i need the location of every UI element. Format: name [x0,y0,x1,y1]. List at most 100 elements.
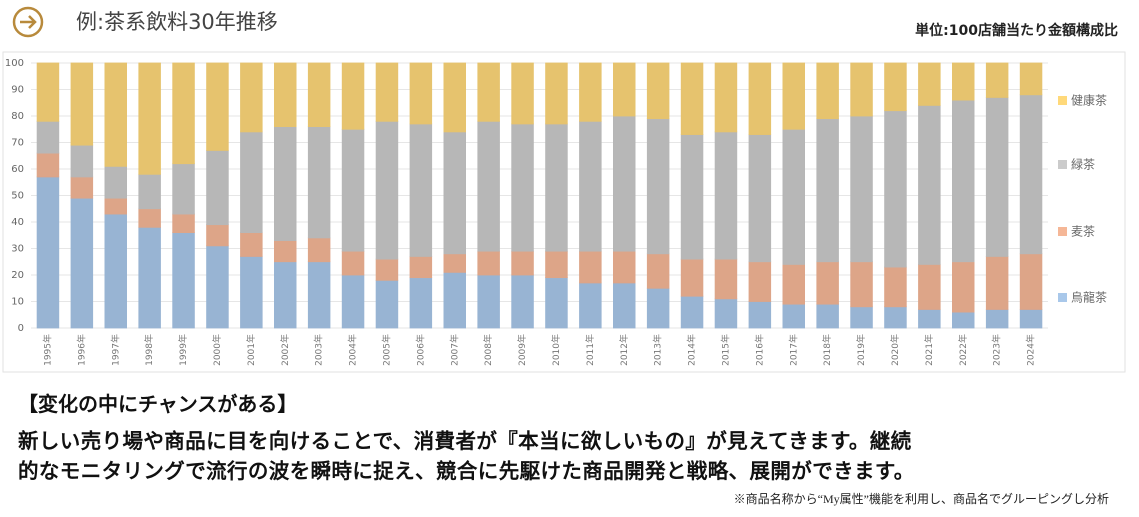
y-tick-label: 0 [18,323,24,334]
bar-segment [782,128,805,265]
x-tick-label: 2004年 [347,334,359,366]
x-tick-label: 2021年 [923,334,935,366]
legend-swatch [1058,227,1067,236]
bar-segment [714,62,738,133]
bar-segment [443,131,466,255]
x-tick-label: 2000年 [211,334,223,366]
bar-segment [579,282,602,329]
bar-segment [36,120,60,154]
legend-label: 健康茶 [1071,93,1107,108]
bar-segment [104,165,127,199]
x-tick-label: 2011年 [584,334,596,366]
bar-segment [816,261,839,305]
y-tick-label: 30 [11,244,24,255]
bar-segment [646,118,670,255]
section-heading: 【変化の中にチャンスがある】 [18,394,298,416]
bar-segment [206,245,229,329]
x-tick-label: 2005年 [380,334,392,366]
y-tick-label: 70 [11,138,24,149]
bar-segment [138,62,161,175]
footnote: ※商品名称から“My属性”機能を利用し、商品名でグルーピングし分析 [733,492,1109,506]
bar-segment [816,303,839,329]
y-tick-label: 60 [11,164,24,175]
bar-segment [511,123,534,252]
bar-segment [104,62,127,167]
bar-segment [918,105,941,265]
legend-swatch [1058,96,1067,105]
bar-segment [307,126,331,239]
bar-segment [748,134,772,263]
bar-segment [952,261,975,313]
bar-segment [545,250,568,279]
bar-segment [307,237,331,263]
x-tick-label: 2015年 [719,334,731,366]
y-tick-label: 10 [11,297,24,308]
body-line: 的なモニタリングで流行の波を瞬時に捉え、競合に先駆けた商品開発と戦略、展開ができ… [18,461,915,483]
bar-segment [985,256,1009,310]
bar-segment [341,274,365,329]
bar-segment [443,62,466,133]
bar-segment [206,62,229,151]
bar-segment [477,250,500,276]
x-tick-label: 1999年 [177,334,189,366]
bar-segment [545,62,568,125]
legend-label: 麦茶 [1071,224,1095,239]
bar-segment [172,163,195,215]
bar-segment [138,173,161,210]
x-tick-label: 2002年 [279,334,291,366]
bar-segment [952,311,975,329]
bar-segment [409,256,433,279]
bar-segment [274,62,297,127]
x-tick-label: 2007年 [448,334,460,366]
x-tick-label: 2009年 [516,334,528,366]
bar-segment [172,213,195,234]
body-line: 新しい売り場や商品に目を向けることで、消費者が『本当に欲しいもの』が見えてきます… [18,431,912,453]
bar-segment [36,152,60,178]
x-tick-label: 2003年 [313,334,325,366]
x-tick-label: 2022年 [957,334,969,366]
bar-segment [680,134,704,260]
bar-segment [1019,253,1043,310]
bar-segment [375,120,399,260]
x-tick-label: 2023年 [991,334,1003,366]
y-tick-label: 20 [11,270,24,281]
bar-segment [240,256,263,329]
chart-title: 例:茶系飲料30年推移 [76,10,278,34]
bar-segment [240,62,263,133]
bar-segment [748,261,772,302]
bar-segment [240,232,263,257]
bar-segment [240,131,263,233]
bar-segment [952,99,975,263]
bar-segment [104,197,127,215]
bar-segment [613,62,636,117]
bar-segment [884,306,907,329]
x-tick-label: 1995年 [41,334,53,366]
bar-segment [579,250,602,284]
bar-segment [985,97,1009,257]
icon-arrow [20,15,37,29]
bar-segment [443,253,466,273]
bar-segment [206,150,229,226]
bar-segment [274,261,297,329]
bar-segment [477,120,500,252]
bar-segment [748,62,772,135]
bar-segment [138,226,161,329]
bar-segment [1019,94,1043,255]
y-tick-label: 90 [11,85,24,96]
x-tick-label: 2014年 [686,334,698,366]
chart-frame [2,51,1126,373]
bar-segment [985,62,1009,98]
icon [12,6,44,38]
x-tick-label: 2017年 [787,334,799,366]
bar-segment [884,110,907,268]
bar-segment [918,62,941,106]
bar-segment [443,271,466,329]
bar-segment [850,306,873,329]
y-tick-label: 100 [5,58,24,69]
bar-segment [477,62,500,122]
bar-segment [884,62,907,112]
bar-segment [511,250,534,276]
y-tick-label: 50 [11,191,24,202]
bar-segment [680,295,704,329]
